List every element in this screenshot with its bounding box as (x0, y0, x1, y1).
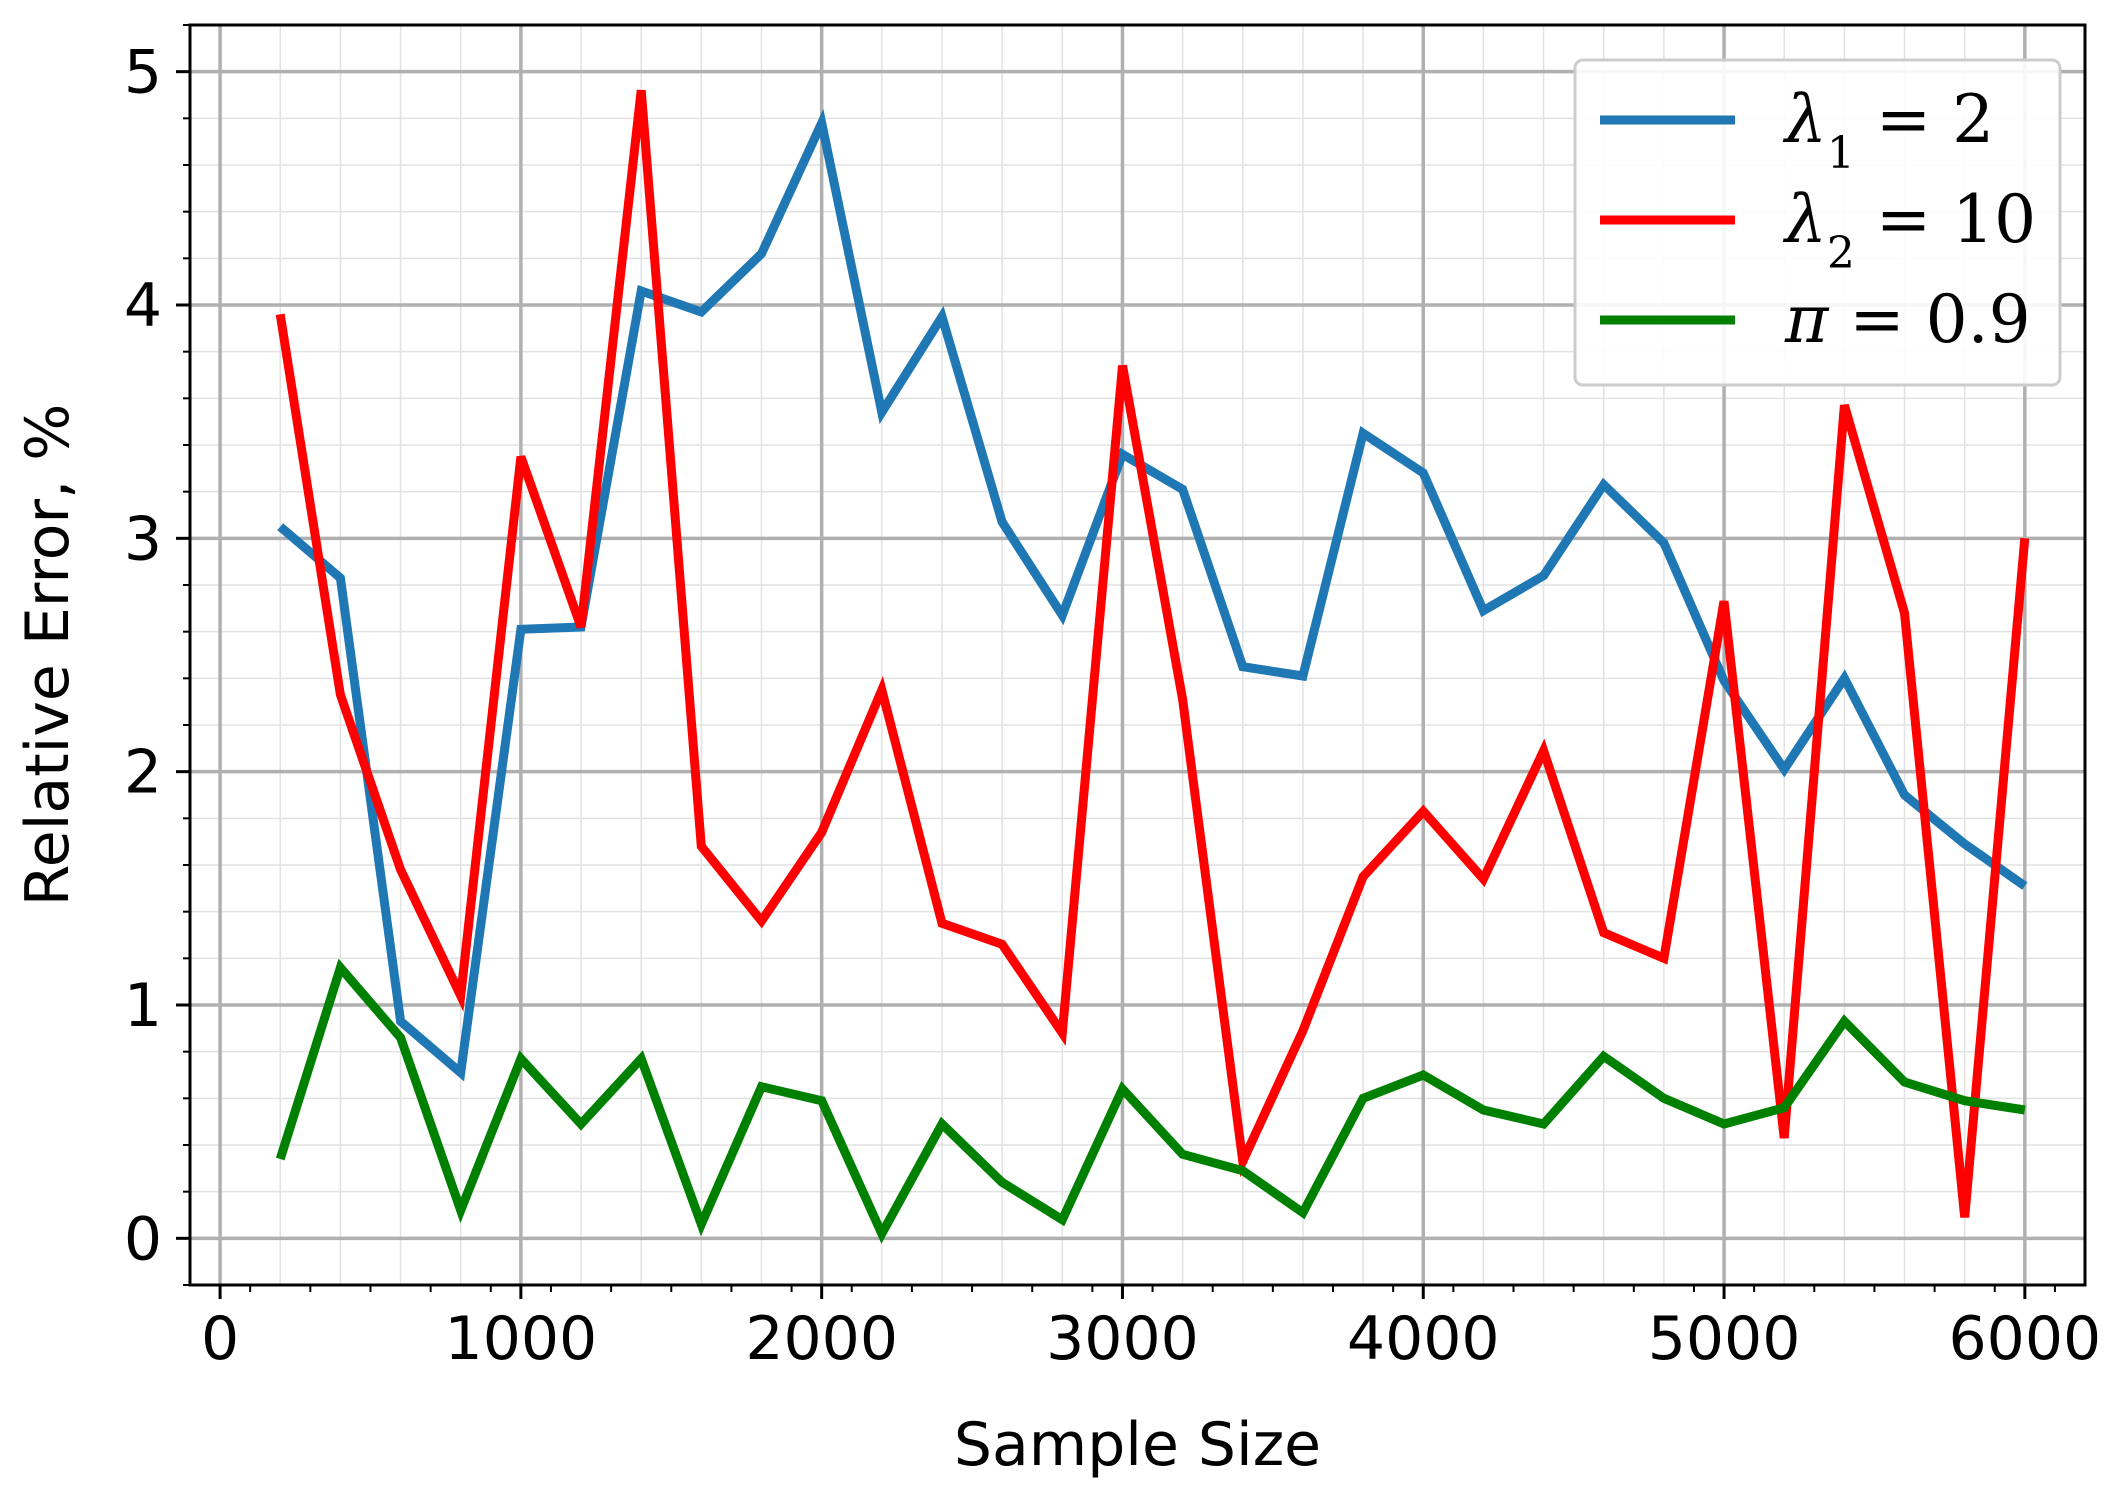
series-line-3 (275, 958, 2026, 1244)
series-line-2 (275, 89, 2030, 1218)
y-axis-label: Relative Error, % (13, 404, 83, 906)
x-tick-label: 3000 (1046, 1304, 1199, 1374)
x-axis-label: Sample Size (954, 1410, 1321, 1480)
x-tick-label: 0 (201, 1304, 239, 1374)
x-tick-label: 5000 (1648, 1304, 1801, 1374)
legend-label-1: λ1 = 2 (1782, 81, 1994, 179)
plot-frame (188, 23, 2087, 1287)
y-tick-label: 0 (124, 1204, 162, 1274)
series-layer (275, 89, 2030, 1244)
legend-label-3: π = 0.9 (1784, 281, 2031, 358)
y-tick-label: 4 (124, 271, 162, 341)
y-tick-label: 5 (124, 38, 162, 108)
y-tick-label: 1 (124, 971, 162, 1041)
y-tick-label: 2 (124, 738, 162, 808)
x-axis-ticks: 0 1000 2000 3000 4000 5000 6000 (201, 1285, 2101, 1374)
x-tick-label: 4000 (1347, 1304, 1500, 1374)
legend-label-2: λ2 = 10 (1782, 181, 2036, 279)
legend-box (1573, 58, 2062, 387)
y-axis-ticks: 0 1 2 3 4 5 (124, 24, 190, 1286)
x-tick-label: 6000 (1948, 1304, 2101, 1374)
legend: λ1 = 2λ2 = 10π = 0.9 (1573, 58, 2062, 387)
y-tick-label: 3 (124, 504, 162, 574)
x-tick-label: 2000 (745, 1304, 898, 1374)
x-tick-label: 1000 (445, 1304, 598, 1374)
